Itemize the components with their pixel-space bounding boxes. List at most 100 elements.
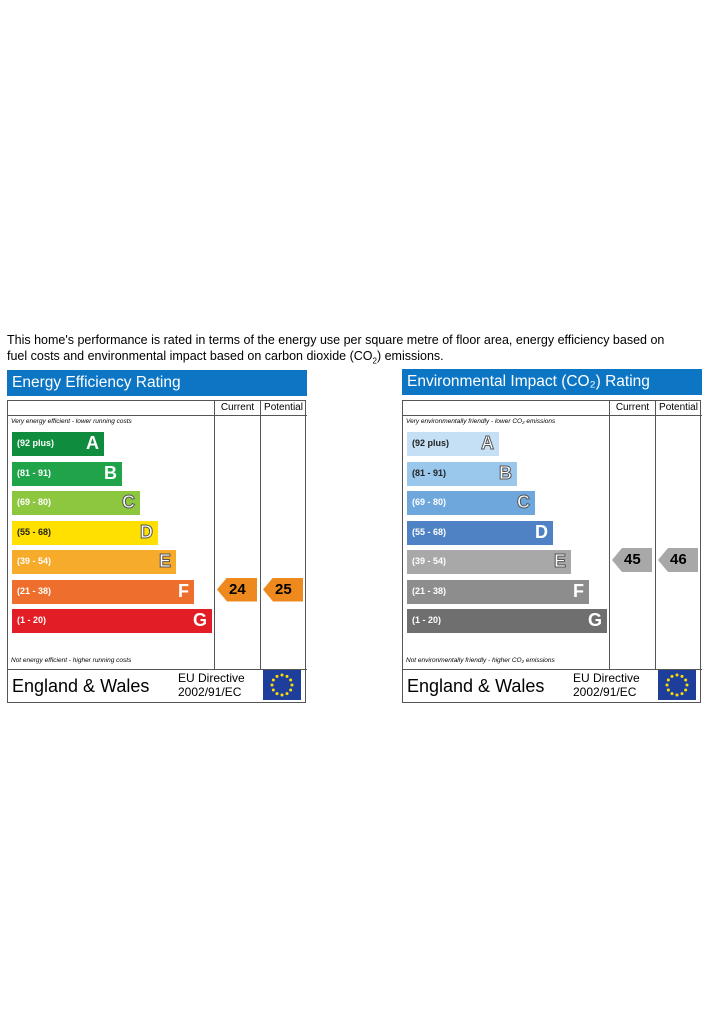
- header-divider: [8, 415, 307, 416]
- eu-star: [289, 688, 293, 692]
- col-head-current: Current: [220, 402, 255, 413]
- eu-star: [280, 693, 284, 697]
- arrow-shape: [658, 548, 698, 572]
- eu-star: [280, 673, 284, 677]
- band-letter: F: [178, 580, 189, 601]
- eu-star: [675, 673, 679, 677]
- intro-text: This home's performance is rated in term…: [7, 332, 707, 370]
- rating-band-f: (21 - 38) F: [407, 579, 589, 604]
- column-divider: [260, 401, 261, 670]
- band-letter: G: [587, 610, 602, 630]
- band-range: (55 - 68): [17, 526, 52, 537]
- footer-country: England & Wales: [407, 676, 545, 696]
- current-rating-value: 24: [229, 580, 246, 598]
- eu-star: [285, 692, 289, 696]
- eu-star: [290, 683, 294, 687]
- eu-star: [680, 674, 684, 678]
- band-range: (55 - 68): [412, 526, 447, 537]
- rating-band-d: (55 - 68) D: [12, 520, 158, 545]
- rating-band-a: (92 plus) A: [407, 432, 499, 456]
- chart-title: Energy Efficiency Rating: [7, 370, 307, 396]
- rating-band-f: (21 - 38) F: [12, 579, 194, 604]
- eu-star: [289, 678, 293, 682]
- eu-star: [270, 683, 274, 687]
- band-range: (21 - 38): [17, 585, 52, 596]
- band-range: (92 plus): [412, 438, 450, 448]
- footer-divider: [8, 669, 307, 670]
- band-range: (1 - 20): [17, 615, 47, 625]
- col-head-potential: Potential: [264, 402, 303, 413]
- environmental-impact-chart: Environmental Impact (CO₂) Rating Curren…: [402, 369, 702, 703]
- band-range: (39 - 54): [412, 556, 447, 566]
- current-rating-value: 45: [624, 551, 641, 568]
- intro-sub: 2: [372, 356, 377, 366]
- band-letter: D: [535, 521, 548, 542]
- bottom-note: Not energy efficient - higher running co…: [11, 657, 132, 664]
- band-range: (39 - 54): [17, 556, 52, 566]
- eu-star: [271, 688, 275, 692]
- potential-rating-arrow: 25: [263, 577, 303, 602]
- footer-country: England & Wales: [12, 676, 150, 696]
- band-letter: B: [104, 462, 117, 483]
- rating-band-e: (39 - 54) E: [407, 550, 571, 574]
- band-letter: C: [122, 492, 136, 513]
- eu-star: [275, 692, 279, 696]
- eu-star: [684, 678, 688, 682]
- directive-line1: EU Directive: [573, 671, 640, 685]
- footer-divider: [403, 669, 702, 670]
- eu-star: [670, 692, 674, 696]
- eu-star: [666, 678, 670, 682]
- eu-star: [670, 674, 674, 678]
- top-note: Very environmentally friendly - lower CO…: [406, 418, 556, 425]
- rating-band-c: (69 - 80) C: [407, 491, 535, 515]
- column-divider: [655, 401, 656, 670]
- band-range: (21 - 38): [412, 585, 447, 596]
- eu-star: [285, 674, 289, 678]
- eu-star: [666, 688, 670, 692]
- band-range: (92 plus): [17, 438, 55, 448]
- chart-box: Current Potential Very environmentally f…: [402, 400, 702, 703]
- arrow-shape: [217, 577, 257, 602]
- directive-line2: 2002/91/EC: [573, 685, 637, 699]
- column-divider: [214, 401, 215, 670]
- eu-star: [271, 678, 275, 682]
- header-divider: [403, 415, 702, 416]
- eu-star: [665, 683, 669, 687]
- band-letter: C: [517, 492, 531, 513]
- band-range: (81 - 91): [412, 467, 447, 478]
- chart-box: Current Potential Very energy efficient …: [7, 400, 307, 703]
- rating-band-a: (92 plus) A: [12, 432, 104, 456]
- eu-flag-icon: [658, 670, 696, 700]
- rating-band-e: (39 - 54) E: [12, 550, 176, 574]
- energy-efficiency-chart: Energy Efficiency Rating Current Potenti…: [7, 370, 307, 703]
- band-range: (69 - 80): [17, 497, 52, 507]
- rating-band-g: (1 - 20) G: [12, 609, 212, 633]
- rating-band-c: (69 - 80) C: [12, 491, 140, 515]
- intro-line2b: ) emissions.: [376, 349, 444, 363]
- band-range: (1 - 20): [412, 615, 442, 625]
- directive-line2: 2002/91/EC: [178, 685, 242, 699]
- potential-rating-value: 25: [275, 580, 292, 598]
- band-letter: D: [140, 521, 154, 542]
- top-note: Very energy efficient - lower running co…: [11, 418, 132, 425]
- band-letter: E: [158, 551, 171, 572]
- intro-line1: This home's performance is rated in term…: [7, 333, 665, 347]
- intro-line2a: fuel costs and environmental impact base…: [7, 349, 373, 363]
- eu-star: [675, 693, 679, 697]
- eu-star: [684, 688, 688, 692]
- band-range: (69 - 80): [412, 497, 447, 507]
- col-head-potential: Potential: [659, 402, 698, 413]
- bottom-note: Not environmentally friendly - higher CO…: [406, 657, 555, 664]
- rating-band-d: (55 - 68) D: [407, 520, 553, 545]
- eu-star: [685, 683, 689, 687]
- rating-band-b: (81 - 91) B: [12, 461, 122, 486]
- footer-directive: EU Directive 2002/91/EC: [178, 671, 245, 699]
- band-letter: B: [499, 462, 513, 483]
- current-rating-arrow: 24: [217, 577, 257, 602]
- band-letter: E: [553, 551, 566, 572]
- rating-band-b: (81 - 91) B: [407, 461, 517, 486]
- eu-star: [275, 674, 279, 678]
- potential-rating-arrow: 46: [658, 548, 698, 572]
- rating-band-g: (1 - 20) G: [407, 609, 607, 633]
- band-letter: A: [86, 433, 99, 453]
